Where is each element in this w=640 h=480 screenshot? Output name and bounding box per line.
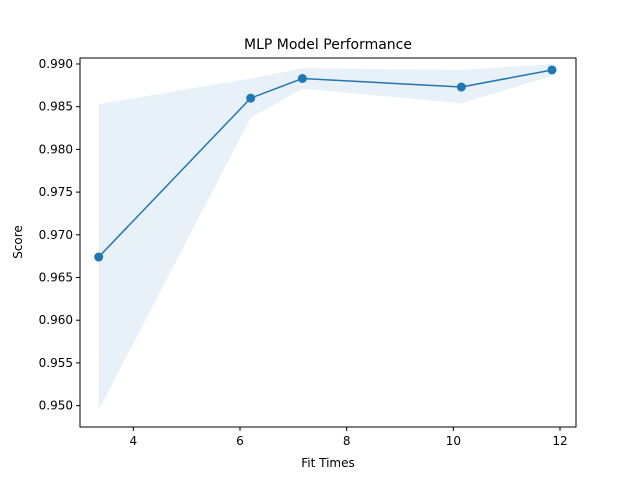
chart-title: MLP Model Performance (244, 37, 412, 53)
x-tick-label: 12 (552, 434, 567, 448)
y-tick-label: 0.965 (39, 271, 73, 285)
x-tick-label: 4 (130, 434, 138, 448)
x-tick-label: 8 (343, 434, 351, 448)
data-point (246, 93, 256, 103)
confidence-band-layer (98, 63, 553, 410)
y-tick-label: 0.950 (39, 399, 73, 413)
data-point (456, 82, 466, 92)
y-tick-label: 0.980 (39, 142, 73, 156)
y-tick-label: 0.960 (39, 313, 73, 327)
y-tick-label: 0.990 (39, 57, 73, 71)
x-axis-ticks: 4 6 8 10 12 (130, 427, 568, 448)
x-tick-label: 10 (446, 434, 461, 448)
data-point (94, 252, 104, 262)
y-tick-label: 0.975 (39, 185, 73, 199)
y-axis-label: Score (11, 225, 25, 259)
y-tick-label: 0.955 (39, 356, 73, 370)
data-point (547, 65, 557, 75)
x-axis-label: Fit Times (301, 456, 355, 470)
series-points-layer (94, 65, 557, 262)
data-point (297, 74, 307, 83)
x-tick-label: 6 (236, 434, 244, 448)
confidence-band (98, 63, 553, 410)
y-tick-label: 0.985 (39, 100, 73, 114)
plot-frame (79, 57, 577, 428)
y-axis-ticks: 0.950 0.955 0.960 0.965 0.970 0.975 0.980 0.985… (39, 57, 80, 413)
y-tick-label: 0.970 (39, 228, 73, 242)
